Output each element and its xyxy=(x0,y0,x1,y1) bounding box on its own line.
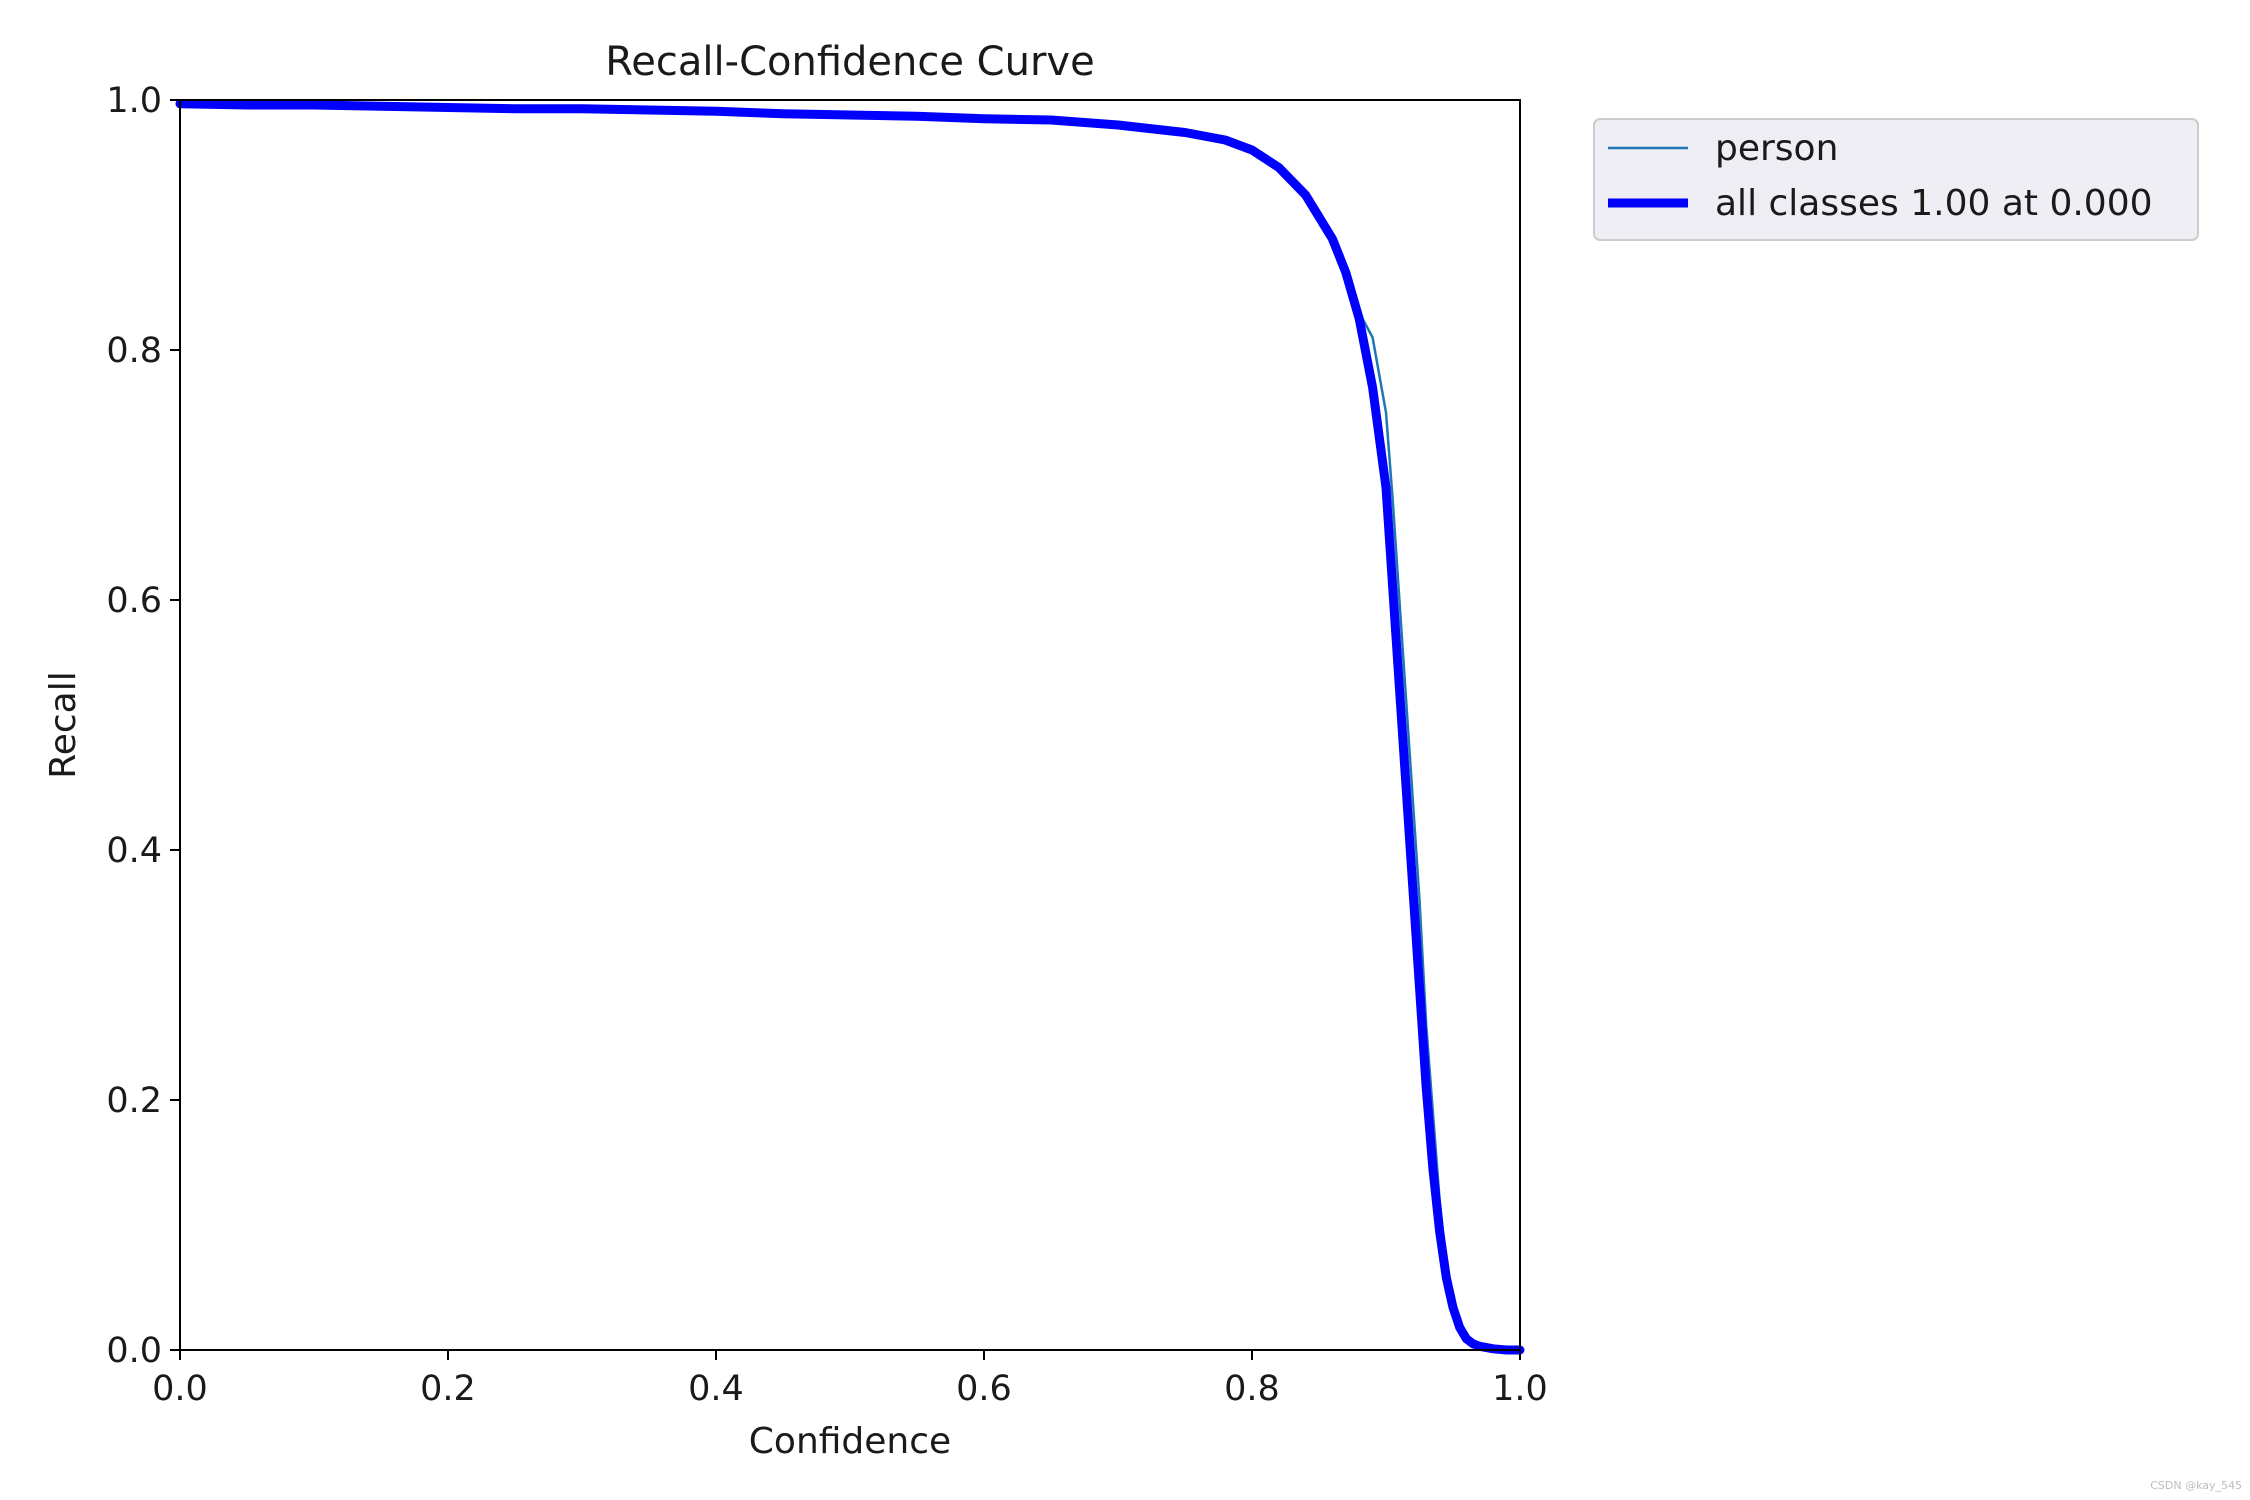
y-axis-label: Recall xyxy=(43,671,84,778)
x-tick-label: 0.4 xyxy=(688,1369,744,1409)
y-tick-label: 0.4 xyxy=(106,831,162,871)
watermark-text: CSDN @kay_545 xyxy=(2150,1479,2242,1492)
axes-layer: 0.0 0.2 0.4 0.6 0.8 1.0 0.0 0.2 0.4 0.6 0.8 1.0 xyxy=(106,81,1548,1409)
y-tick-label: 0.6 xyxy=(106,581,162,621)
x-tick-label: 0.0 xyxy=(152,1369,208,1409)
y-tick-label: 0.0 xyxy=(106,1331,162,1371)
x-tick-label: 0.8 xyxy=(1224,1369,1280,1409)
x-tick-label: 0.6 xyxy=(956,1369,1012,1409)
x-axis-label: Confidence xyxy=(749,1421,951,1462)
y-tick-label: 1.0 xyxy=(106,81,162,121)
axes-frame xyxy=(179,99,1521,1351)
x-tick-label: 0.2 xyxy=(420,1369,476,1409)
y-tick-label: 0.2 xyxy=(106,1081,162,1121)
chart-title: Recall-Confidence Curve xyxy=(605,39,1094,85)
legend-box xyxy=(1593,118,2199,241)
legend-label-person: person xyxy=(1715,128,1838,169)
plot-area xyxy=(180,100,1520,1350)
legend: person all classes 1.00 at 0.000 xyxy=(1593,118,2199,241)
legend-label-all-classes: all classes 1.00 at 0.000 xyxy=(1715,183,2153,224)
y-tick-label: 0.8 xyxy=(106,331,162,371)
series-layer xyxy=(175,99,1525,1355)
x-tick-label: 1.0 xyxy=(1492,1369,1548,1409)
series-line-all-classes xyxy=(175,99,1525,1355)
